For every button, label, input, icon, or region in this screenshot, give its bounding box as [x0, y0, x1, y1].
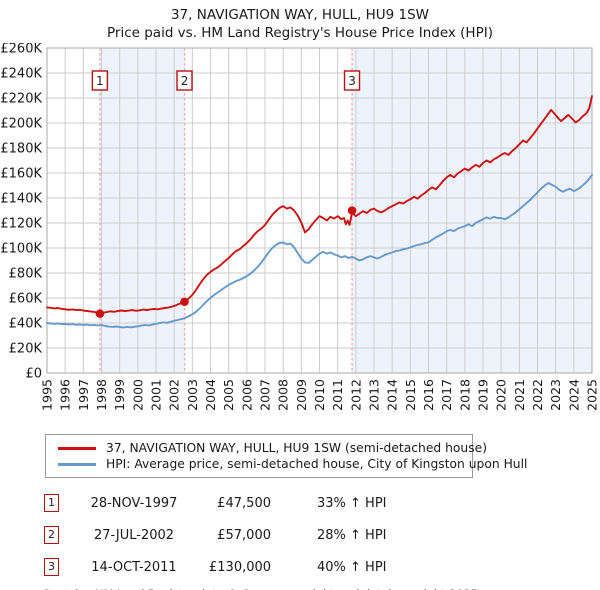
x-axis-tick-label: 2023 [548, 379, 563, 411]
plot-border [46, 47, 593, 374]
x-axis-tick-label: 2011 [330, 379, 345, 411]
x-axis-tick-label: 2005 [221, 379, 236, 411]
x-axis-tick-label: 2016 [421, 379, 436, 411]
property-line-swatch [58, 446, 96, 450]
sale-marker-box [91, 70, 109, 91]
sale-marker-badge: 3 [44, 558, 59, 576]
table-row: 1 28-NOV-1997 £47,500 33% ↑ HPI [44, 493, 600, 513]
x-axis-tick-label: 1999 [112, 379, 127, 411]
x-axis-tick-label: 2003 [185, 379, 200, 411]
x-axis-tick-label: 2010 [312, 379, 327, 411]
sale-marker-box [176, 70, 193, 91]
x-axis-tick-label: 1996 [58, 379, 73, 411]
x-axis-tick-label: 1997 [76, 379, 91, 411]
sale-date: 27-JUL-2002 [93, 527, 175, 543]
sale-price: £130,000 [209, 559, 272, 575]
price-chart-svg: 1 2 3 £0 £20K £40K £60K £80K £100K £120K £140K £160… [0, 42, 600, 411]
x-axis-tick-label: 1998 [94, 379, 109, 411]
sale-price: £47,500 [217, 495, 271, 511]
y-axis-tick-label: £60K [9, 292, 43, 307]
sale-price: £57,000 [217, 527, 271, 543]
y-axis-tick-label: £180K [0, 142, 42, 157]
x-axis-tick-label: 2002 [167, 379, 182, 411]
y-axis-tick-label: £240K [0, 67, 42, 82]
x-axis-tick-label: 1995 [40, 379, 55, 411]
license-footer: Contains HM Land Registry data © Crown c… [42, 589, 600, 590]
y-axis-tick-label: £20K [9, 342, 43, 357]
sale-point-dot [180, 297, 189, 307]
sale-hpi-delta: 28% ↑ HPI [317, 527, 387, 543]
hpi-line-swatch [58, 462, 96, 466]
legend-row-hpi: HPI: Average price, semi-detached house,… [58, 456, 527, 472]
y-axis-tick-label: £200K [0, 117, 42, 132]
x-axis-tick-label: 2004 [203, 379, 218, 411]
y-axis-tick-label: £220K [0, 92, 42, 107]
chart-legend: 37, NAVIGATION WAY, HULL, HU9 1SW (semi-… [45, 434, 527, 478]
y-axis-tick-label: £160K [0, 167, 42, 182]
x-axis-tick-label: 2015 [403, 379, 418, 411]
x-axis-tick-label: 2020 [494, 379, 509, 411]
x-axis-tick-label: 2008 [276, 379, 291, 411]
x-axis-tick-label: 2017 [439, 379, 454, 411]
page-title: 37, NAVIGATION WAY, HULL, HU9 1SW [170, 7, 430, 23]
x-axis-tick-label: 2018 [457, 379, 472, 411]
x-axis-tick-label: 2001 [149, 379, 164, 411]
sale-marker-box [343, 70, 361, 91]
x-axis-tick-label: 2013 [367, 379, 382, 411]
y-axis-tick-label: £120K [0, 217, 42, 232]
table-row: 2 27-JUL-2002 £57,000 28% ↑ HPI [44, 525, 600, 545]
x-axis-tick-label: 2006 [239, 379, 254, 411]
page-subtitle: Price paid vs. HM Land Registry's House … [107, 25, 493, 41]
legend-label-property: 37, NAVIGATION WAY, HULL, HU9 1SW (semi-… [106, 441, 487, 455]
sales-table: 1 28-NOV-1997 £47,500 33% ↑ HPI 2 27-JUL… [0, 493, 600, 577]
x-axis-tick-label: 2025 [585, 379, 600, 411]
sale-marker-badge: 1 [44, 494, 59, 512]
sale-date: 28-NOV-1997 [90, 495, 178, 511]
y-axis-tick-label: £0 [25, 367, 42, 382]
x-axis-tick-label: 2021 [512, 379, 527, 411]
sale-marker-number: 2 [181, 74, 189, 88]
hpi-line [46, 173, 593, 329]
sale-point-dot [95, 309, 105, 318]
y-axis-tick-label: £40K [9, 317, 43, 332]
x-axis-tick-label: 2022 [530, 379, 545, 411]
sale-marker-badge: 2 [44, 526, 59, 544]
x-axis-tick-label: 2012 [348, 379, 363, 411]
x-axis-tick-label: 2007 [258, 379, 273, 411]
y-axis-tick-label: £260K [0, 43, 42, 57]
x-axis-tick-label: 2009 [294, 379, 309, 411]
footer-line-1: Contains HM Land Registry data © Crown c… [42, 589, 600, 590]
price-chart: 1 2 3 £0 £20K £40K £60K £80K £100K £120K £140K £160… [0, 42, 600, 432]
property-price-line [46, 95, 593, 315]
sale-hpi-delta: 33% ↑ HPI [317, 495, 387, 511]
y-axis-tick-label: £140K [0, 192, 42, 207]
x-axis-tick-label: 2000 [130, 379, 145, 411]
legend-row-property: 37, NAVIGATION WAY, HULL, HU9 1SW (semi-… [58, 440, 487, 456]
ownership-shade [99, 48, 185, 373]
chart-titles: 37, NAVIGATION WAY, HULL, HU9 1SW Price … [0, 6, 600, 42]
sale-marker-number: 1 [96, 74, 104, 88]
table-row: 3 14-OCT-2011 £130,000 40% ↑ HPI [44, 557, 600, 577]
x-axis-tick-label: 2024 [566, 379, 581, 411]
legend-label-hpi: HPI: Average price, semi-detached house,… [106, 457, 528, 471]
sale-hpi-delta: 40% ↑ HPI [317, 559, 387, 575]
sale-point-dot [347, 206, 357, 215]
y-axis-tick-label: £100K [0, 242, 42, 257]
sale-date: 14-OCT-2011 [91, 559, 177, 575]
x-axis-tick-label: 2014 [385, 379, 400, 411]
y-axis-tick-label: £80K [9, 267, 43, 282]
sale-marker-number: 3 [348, 74, 356, 88]
x-axis-tick-label: 2019 [476, 379, 491, 411]
